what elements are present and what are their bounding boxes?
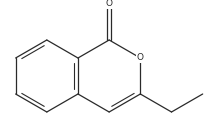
Text: O: O [137,53,144,62]
Text: O: O [106,0,113,8]
